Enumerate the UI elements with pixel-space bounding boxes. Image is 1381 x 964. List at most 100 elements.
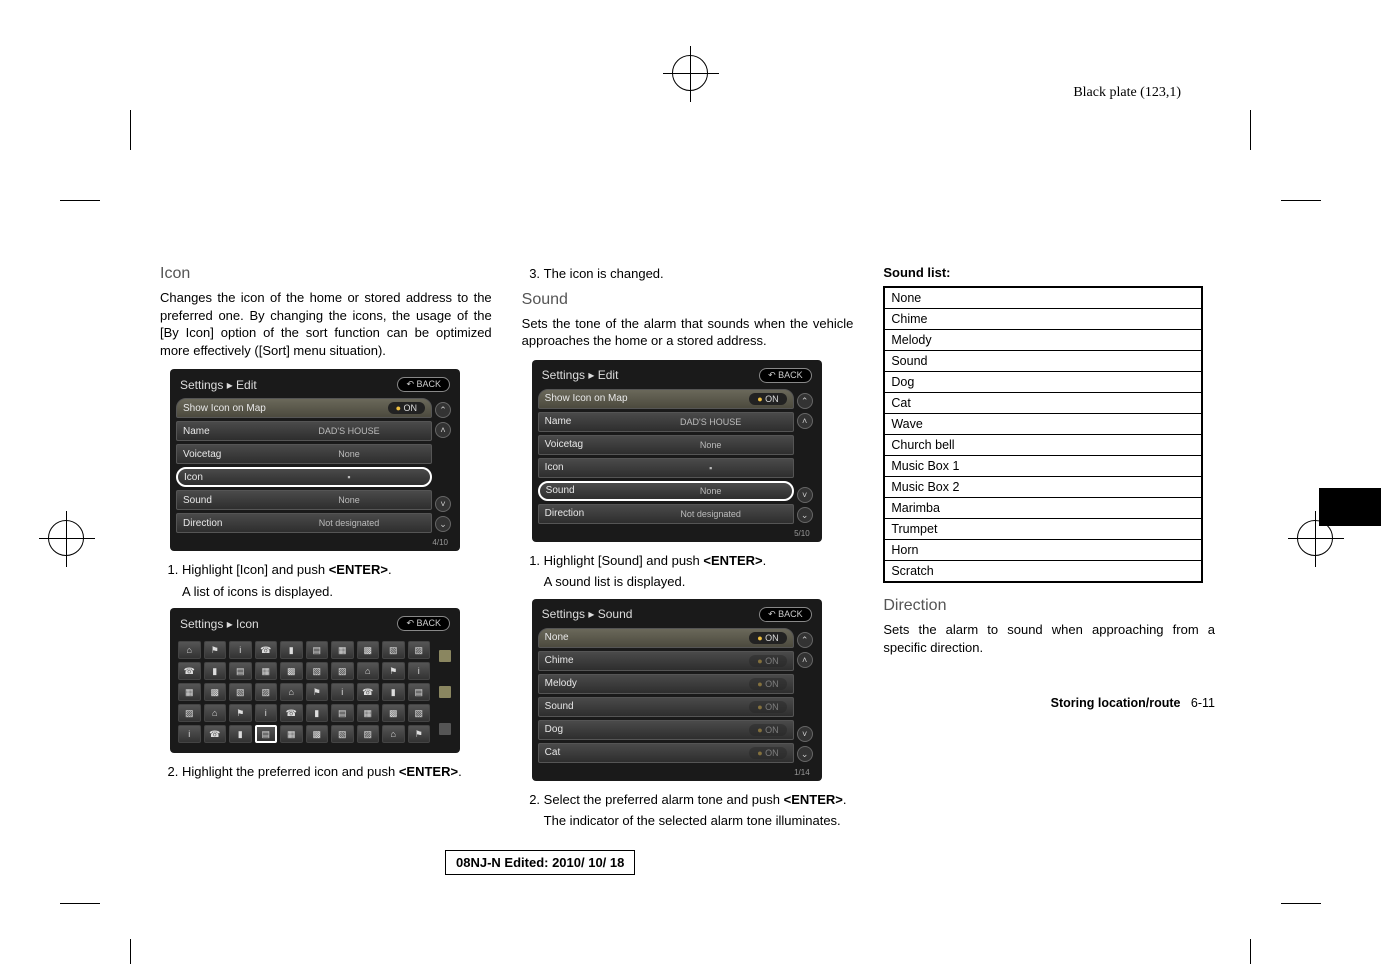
nav-row: Icon▪ [176,467,432,487]
heading-sound: Sound [522,291,854,309]
nav-row-label: Chime [545,655,635,666]
icon-cell: ▤ [306,641,329,659]
icon-cell: ▩ [280,662,303,680]
icon-cell: ⌂ [204,704,227,722]
registration-mark [48,520,84,556]
on-indicator: ON [749,393,786,405]
nav-row: Icon▪ [538,458,794,478]
nav-row-label: Show Icon on Map [545,393,635,404]
nav-row: NoneON [538,628,794,648]
step-1-sound-sub: A sound list is displayed. [544,573,854,591]
nav-row: SoundNone [538,481,794,501]
icon-cell: ▮ [306,704,329,722]
breadcrumb: Settings ▸ Icon [180,617,259,631]
on-indicator: ON [749,678,786,690]
plate-label: Black plate (123,1) [1073,85,1181,101]
icon-cell: ▨ [357,725,380,743]
registration-mark [672,55,708,91]
back-button: ↶ BACK [759,368,812,383]
icon-cell: ⌂ [382,725,405,743]
breadcrumb: Settings ▸ Sound [542,607,633,621]
icon-cell: ▦ [255,662,278,680]
icon-cell: ▤ [255,725,278,743]
table-row: Church bell [884,435,1202,456]
nav-row-value: Not designated [273,518,425,528]
para-direction: Sets the alarm to sound when approaching… [883,621,1215,656]
icon-cell: ☎ [357,683,380,701]
sound-list-cell: Dog [884,372,1202,393]
breadcrumb: Settings ▸ Edit [542,368,619,382]
on-indicator: ON [749,701,786,713]
para-icon: Changes the icon of the home or stored a… [160,289,492,359]
icon-cell: ▩ [382,704,405,722]
scroll-up2-icon: ˄ [435,422,451,438]
crop-mark [1250,110,1251,150]
screenshot-settings-icon-grid: Settings ▸ Icon ↶ BACK ⌂⚑i☎▮▤▦▩▧▨☎▮▤▦▩▧▨… [170,608,460,753]
column-3: Sound list: NoneChimeMelodySoundDogCatWa… [883,265,1215,838]
icon-cell: ▤ [331,704,354,722]
nav-row-label: Icon [184,472,274,483]
table-row: Horn [884,540,1202,561]
nav-row-label: Direction [183,518,273,529]
icon-cell: ▤ [408,683,431,701]
footer-section: Storing location/route [1051,696,1181,710]
sound-list-cell: Wave [884,414,1202,435]
nav-row: SoundON [538,697,794,717]
step-2-sound-sub: The indicator of the selected alarm tone… [544,812,854,830]
sound-list-cell: Horn [884,540,1202,561]
crop-mark [130,939,131,964]
nav-row-label: Name [183,426,273,437]
sound-list-cell: Sound [884,351,1202,372]
table-row: Scratch [884,561,1202,583]
nav-row: DirectionNot designated [176,513,432,533]
crop-mark [130,110,131,150]
back-button: ↶ BACK [759,607,812,622]
crop-mark [60,903,100,904]
edit-info-box: 08NJ-N Edited: 2010/ 10/ 18 [445,850,635,875]
nav-row-label: Icon [545,462,635,473]
list-position: 1/14 [538,766,816,777]
footer-page: 6-11 [1191,696,1215,710]
breadcrumb: Settings ▸ Edit [180,378,257,392]
nav-row-label: Dog [545,724,635,735]
nav-row-value: None [635,440,787,450]
step-2: Highlight the preferred icon and push <E… [182,763,492,781]
scroll-down2-icon: ⌄ [435,516,451,532]
table-row: Dog [884,372,1202,393]
icon-cell: ▮ [204,662,227,680]
back-button: ↶ BACK [397,377,450,392]
nav-row: NameDAD'S HOUSE [538,412,794,432]
icon-cell: ▧ [382,641,405,659]
scroll-up-icon: ⌃ [435,402,451,418]
nav-row: DogON [538,720,794,740]
step-1-sound: Highlight [Sound] and push <ENTER>. A so… [544,552,854,591]
scroll-up-icon: ⌃ [797,632,813,648]
table-row: Sound [884,351,1202,372]
icon-cell: ⌂ [280,683,303,701]
nav-row: Show Icon on Map ON [538,389,794,409]
icon-cell: ▨ [408,641,431,659]
sound-list-cell: Trumpet [884,519,1202,540]
side-icon [439,686,451,698]
icon-cell: ▮ [382,683,405,701]
nav-row-label: Voicetag [183,449,273,460]
icon-cell: ▮ [229,725,252,743]
list-position: 4/10 [176,536,454,547]
step-1-sub: A list of icons is displayed. [182,583,492,601]
heading-icon: Icon [160,265,492,283]
nav-row-value: ▪ [635,463,787,473]
nav-row: SoundNone [176,490,432,510]
nav-row: CatON [538,743,794,763]
icon-cell: i [178,725,201,743]
nav-row-value: ON [273,403,425,413]
scroll-up-icon: ⌃ [797,393,813,409]
side-icon [439,650,451,662]
para-sound: Sets the tone of the alarm that sounds w… [522,315,854,350]
icon-cell: ▦ [357,704,380,722]
nav-row: DirectionNot designated [538,504,794,524]
step-2-text: Highlight the preferred icon and push <E… [182,764,462,779]
nav-row-value: ▪ [274,472,424,482]
nav-row-label: None [545,632,635,643]
nav-row: MelodyON [538,674,794,694]
nav-row-label: Sound [546,485,636,496]
